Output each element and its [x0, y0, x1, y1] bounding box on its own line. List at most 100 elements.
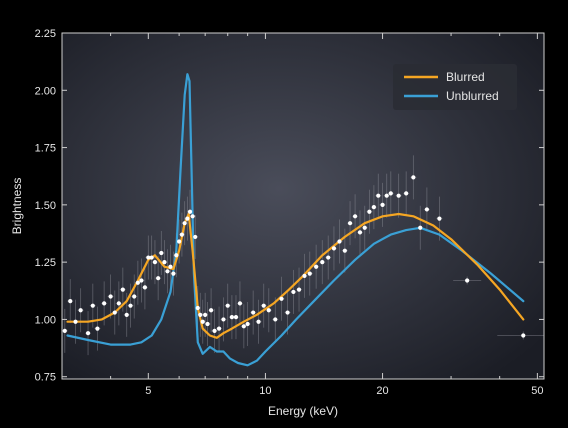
data-point	[142, 285, 147, 290]
data-point	[285, 310, 290, 315]
series-line-unblurred	[66, 73, 525, 367]
model-lines	[66, 73, 525, 367]
y-tick-label: 1.50	[35, 200, 56, 212]
data-point	[139, 278, 144, 283]
data-point	[168, 264, 173, 269]
data-point	[266, 308, 271, 313]
data-point	[331, 246, 337, 251]
y-axis: 0.75 1.00 1.25 1.50 1.75 2.00 2.25	[35, 28, 544, 384]
data-point	[174, 253, 179, 258]
data-point	[165, 269, 170, 274]
legend-label-blurred: Blurred	[446, 70, 485, 84]
data-point	[337, 239, 342, 244]
data-point	[314, 264, 319, 269]
data-point	[376, 193, 381, 198]
data-point	[90, 303, 95, 308]
data-point	[198, 312, 203, 317]
data-point	[521, 333, 526, 338]
data-point	[135, 280, 140, 285]
data-point	[120, 287, 125, 292]
data-point	[203, 312, 208, 317]
data-point	[307, 271, 312, 276]
y-tick-label: 2.25	[35, 28, 56, 40]
data-point	[411, 175, 416, 180]
data-point	[112, 310, 117, 315]
x-tick-label: 5	[145, 385, 151, 397]
data-point	[116, 301, 121, 306]
data-point	[195, 305, 200, 311]
data-point	[273, 317, 278, 322]
data-point	[221, 317, 226, 322]
data-point	[216, 326, 222, 331]
data-point	[279, 296, 284, 301]
data-point	[233, 315, 239, 320]
data-point	[388, 191, 393, 196]
x-tick-label: 10	[259, 385, 271, 397]
data-point	[347, 221, 353, 226]
data-point	[95, 326, 100, 331]
data-point	[187, 209, 193, 214]
data-point	[245, 321, 250, 327]
data-point	[241, 324, 246, 329]
data-point	[68, 298, 73, 304]
data-point	[190, 214, 195, 219]
data-point	[291, 289, 296, 295]
data-point	[404, 191, 409, 196]
data-point	[225, 303, 230, 308]
data-point	[108, 294, 113, 299]
legend: Blurred Unblurred	[393, 64, 517, 110]
data-point	[296, 287, 302, 292]
data-point	[362, 225, 367, 230]
data-point	[418, 225, 423, 230]
data-point	[437, 216, 442, 221]
data-point	[149, 255, 154, 260]
legend-label-unblurred: Unblurred	[446, 89, 499, 103]
x-axis-label: Energy (keV)	[268, 404, 338, 418]
data-point	[146, 255, 151, 260]
data-point	[185, 216, 190, 221]
data-point	[251, 310, 256, 315]
data-point	[320, 260, 325, 265]
data-point	[357, 230, 363, 235]
data-points	[62, 175, 526, 338]
data-point	[396, 193, 401, 198]
data-point	[171, 271, 176, 276]
y-tick-label: 0.75	[35, 372, 56, 384]
data-point	[352, 214, 358, 219]
series-line-blurred	[66, 212, 525, 339]
data-point	[424, 207, 429, 212]
data-point	[85, 331, 91, 336]
data-point	[200, 319, 205, 324]
y-tick-label: 1.75	[35, 143, 56, 155]
plot-frame	[61, 32, 545, 380]
y-tick-label: 2.00	[35, 85, 56, 97]
data-point	[208, 308, 214, 313]
data-point	[384, 193, 389, 198]
data-point	[159, 250, 164, 256]
data-point	[156, 276, 161, 281]
data-point	[132, 294, 137, 299]
data-point	[256, 319, 261, 324]
data-point	[62, 328, 67, 333]
data-point	[73, 319, 78, 324]
data-point	[152, 260, 158, 265]
data-point	[261, 303, 266, 308]
x-axis: 5 10 20 50	[61, 33, 543, 397]
data-point	[229, 315, 234, 320]
data-point	[162, 260, 167, 265]
data-point	[179, 232, 185, 237]
data-point	[78, 308, 83, 313]
data-point	[380, 202, 385, 207]
data-point	[237, 301, 243, 306]
x-tick-label: 50	[531, 385, 543, 397]
data-point	[342, 248, 347, 253]
data-point	[371, 205, 376, 210]
data-point	[367, 209, 372, 214]
y-axis-label: Brightness	[10, 178, 24, 235]
data-point	[128, 303, 133, 308]
data-point	[124, 312, 129, 317]
legend-box	[393, 64, 517, 110]
data-point	[102, 301, 107, 306]
